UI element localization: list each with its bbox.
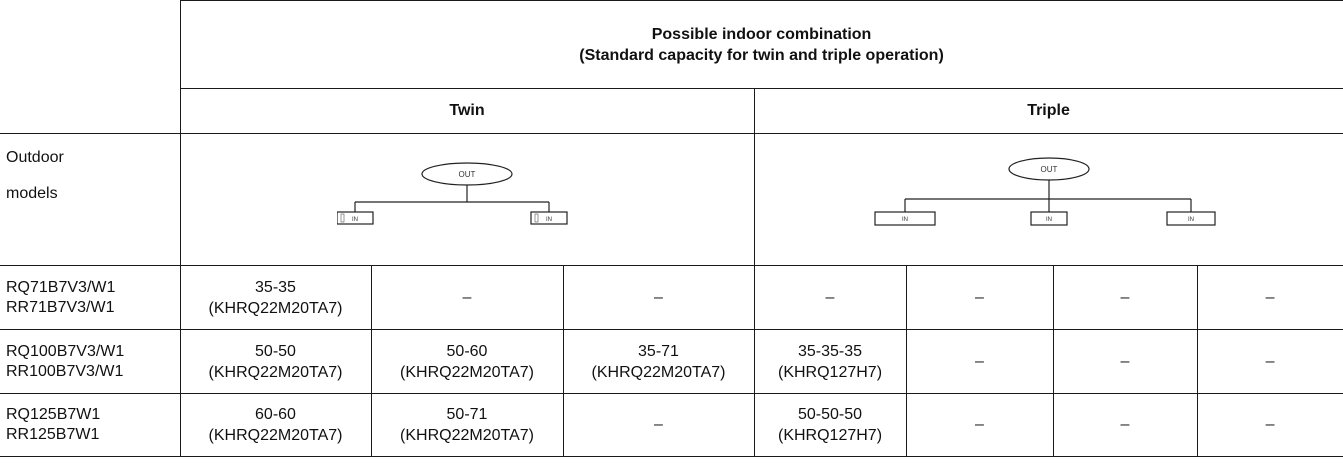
empty-cell: – <box>1196 393 1343 457</box>
model-cell: RQ125B7W1 RR125B7W1 <box>0 393 181 457</box>
twin-header: Twin <box>179 88 755 134</box>
model-name: RQ71B7V3/W1 <box>6 278 116 296</box>
combination-value: 50-60 <box>446 342 488 360</box>
combination-value: 35-35-35 <box>797 342 863 360</box>
in-label: IN <box>546 217 552 223</box>
outdoor-models-header: Outdoor models <box>0 133 181 266</box>
model-name: RQ100B7V3/W1 <box>6 342 125 360</box>
in-label: IN <box>352 217 358 223</box>
model-cell: RQ100B7V3/W1 RR100B7V3/W1 <box>0 329 181 394</box>
corner-blank-2 <box>0 88 181 134</box>
table-title: Possible indoor combination (Standard ca… <box>179 0 1343 89</box>
combination-cell: 50-71 (KHRQ22M20TA7) <box>370 393 564 457</box>
empty-cell: – <box>905 393 1054 457</box>
model-name: RR71B7V3/W1 <box>6 298 115 316</box>
in-label: IN <box>902 217 908 223</box>
combination-value: 50-71 <box>446 406 488 423</box>
empty-cell: – <box>562 265 755 330</box>
empty-cell: – <box>1052 265 1198 330</box>
combination-value: 50-50 <box>255 342 296 360</box>
empty-cell: – <box>1052 329 1198 394</box>
model-cell: RQ71B7V3/W1 RR71B7V3/W1 <box>0 265 181 330</box>
kit-code: (KHRQ22M20TA7) <box>400 363 534 381</box>
outdoor-label: Outdoor <box>6 149 64 166</box>
combination-cell: 50-50 (KHRQ22M20TA7) <box>179 329 372 394</box>
out-label: OUT <box>1040 165 1057 174</box>
combination-value: 60-60 <box>255 406 296 423</box>
empty-cell: – <box>753 265 907 330</box>
out-label: OUT <box>459 170 476 179</box>
in-unit-box <box>873 210 936 226</box>
kit-code: (KHRQ127H7) <box>777 363 883 381</box>
in-label: IN <box>1188 217 1194 223</box>
in-unit-box <box>530 210 568 225</box>
table-row: RQ100B7V3/W1 RR100B7V3/W1 50-50 (KHRQ22M… <box>0 329 1343 394</box>
empty-cell: – <box>1196 329 1343 394</box>
combination-cell: 35-35 (KHRQ22M20TA7) <box>179 265 372 330</box>
twin-diagram-cell: OUT IN IN <box>179 133 755 266</box>
model-name: RR100B7V3/W1 <box>6 362 124 380</box>
kit-code: (KHRQ22M20TA7) <box>208 427 343 444</box>
model-name: RR125B7W1 <box>6 426 100 443</box>
combination-table: Possible indoor combination (Standard ca… <box>0 0 1343 457</box>
empty-cell: – <box>1196 265 1343 330</box>
kit-code: (KHRQ22M20TA7) <box>400 427 534 444</box>
empty-cell: – <box>905 265 1054 330</box>
model-name: RQ125B7W1 <box>6 406 101 423</box>
triple-diagram-cell: OUT IN IN IN <box>753 133 1343 266</box>
in-unit-box <box>1165 210 1216 226</box>
empty-cell: – <box>562 393 755 457</box>
table-row: RQ71B7V3/W1 RR71B7V3/W1 35-35 (KHRQ22M20… <box>0 265 1343 330</box>
kit-code: (KHRQ127H7) <box>777 427 883 444</box>
models-label: models <box>6 185 58 202</box>
in-unit-box <box>337 210 374 225</box>
table-row: RQ125B7W1 RR125B7W1 60-60 (KHRQ22M20TA7)… <box>0 393 1343 457</box>
in-unit-box <box>1029 210 1068 226</box>
empty-cell: – <box>905 329 1054 394</box>
kit-code: (KHRQ22M20TA7) <box>591 363 726 381</box>
twin-diagram: OUT IN IN <box>337 161 568 225</box>
triple-header: Triple <box>753 88 1343 134</box>
combination-cell: 60-60 (KHRQ22M20TA7) <box>179 393 372 457</box>
empty-cell: – <box>1052 393 1198 457</box>
title-line1: Possible indoor combination <box>651 25 872 43</box>
kit-code: (KHRQ22M20TA7) <box>208 299 343 317</box>
triple-diagram: OUT IN IN IN <box>873 156 1216 226</box>
corner-blank <box>0 0 181 89</box>
in-label: IN <box>1046 217 1052 223</box>
combination-cell: 50-60 (KHRQ22M20TA7) <box>370 329 564 394</box>
combination-cell: 50-50-50 (KHRQ127H7) <box>753 393 907 457</box>
combination-value: 35-71 <box>638 342 679 360</box>
kit-code: (KHRQ22M20TA7) <box>208 363 343 381</box>
empty-cell: – <box>370 265 564 330</box>
title-line2: (Standard capacity for twin and triple o… <box>579 46 944 64</box>
combination-value: 50-50-50 <box>797 406 863 423</box>
combination-cell: 35-35-35 (KHRQ127H7) <box>753 329 907 394</box>
combination-value: 35-35 <box>255 278 296 296</box>
combination-cell: 35-71 (KHRQ22M20TA7) <box>562 329 755 394</box>
